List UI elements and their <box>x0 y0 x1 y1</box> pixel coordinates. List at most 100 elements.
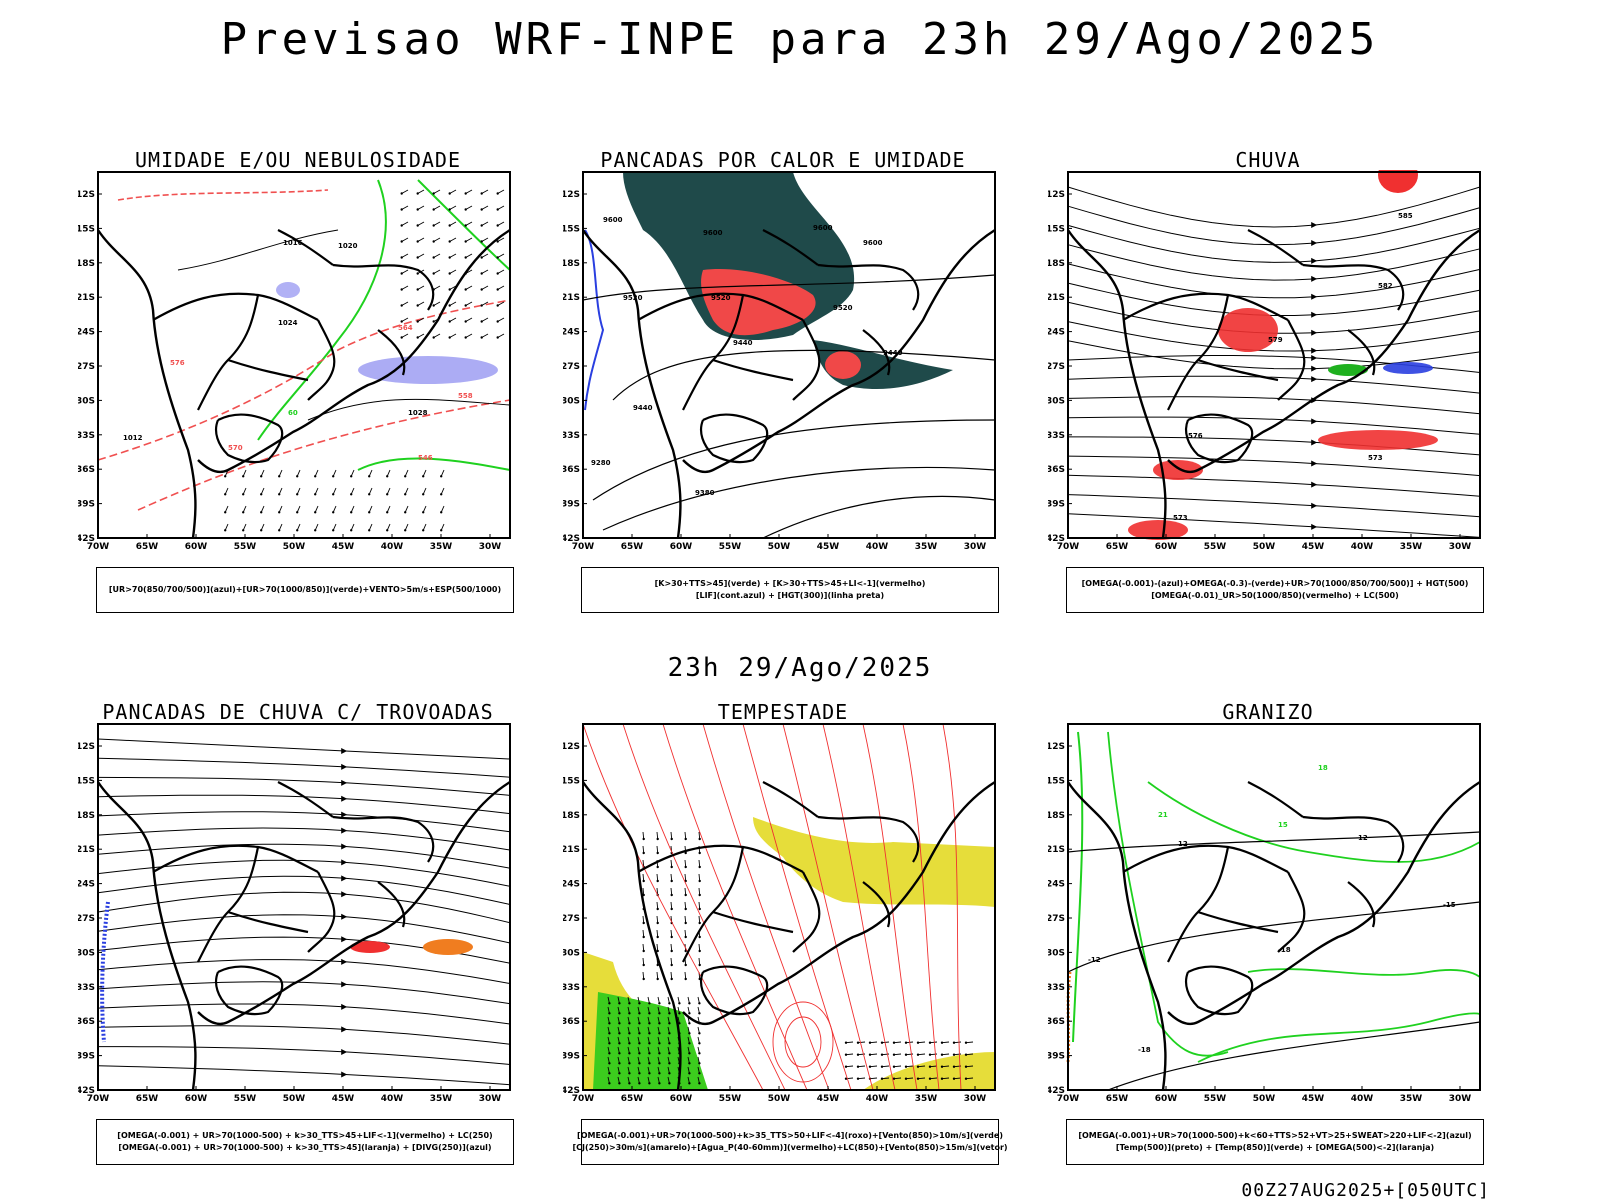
country-border <box>712 358 794 382</box>
wind-vector-head <box>332 493 335 496</box>
lon-tick-label: 40W <box>1351 1094 1374 1104</box>
wind-vector-head <box>224 475 227 478</box>
country-border <box>307 871 336 953</box>
temp-500-contour <box>1067 831 1481 853</box>
wind-vector <box>433 189 441 194</box>
coastline <box>582 228 996 539</box>
lat-tick-label: 18S <box>78 811 95 821</box>
flow-arrow <box>341 958 348 965</box>
humidity-contour <box>257 179 387 441</box>
wind-vector-head <box>658 1072 661 1075</box>
wind-vector-head <box>668 1052 671 1055</box>
wind-vector-head <box>464 256 467 259</box>
wind-vector-head <box>648 1032 651 1035</box>
humidity-contour <box>357 457 511 471</box>
streamline-850 <box>862 723 918 1091</box>
contour-label: 9520 <box>711 294 731 302</box>
streamline <box>1067 224 1481 263</box>
flow-arrow <box>341 763 348 770</box>
contour-label: 582 <box>1378 282 1393 290</box>
wind-vector-head <box>670 893 673 897</box>
wind-vector-head <box>432 320 435 323</box>
legend-box: [K>30+TTS>45](verde) + [K>30+TTS>45+LI<-… <box>581 567 999 613</box>
wind-vector-head <box>416 288 419 291</box>
wind-vector <box>465 253 473 258</box>
streamline <box>97 843 511 869</box>
wind-vector-head <box>698 1042 701 1045</box>
lat-tick-label: 39S <box>78 1052 95 1062</box>
lat-tick-label: 15S <box>563 776 580 786</box>
wind-vector <box>401 189 409 194</box>
flow-arrow <box>341 811 348 818</box>
lat-tick-label: 15S <box>563 224 580 234</box>
wind-vector-head <box>448 304 451 307</box>
lat-tick-label: 24S <box>563 328 580 338</box>
wind-vector-head <box>698 1072 701 1075</box>
wind-vector-head <box>464 336 467 339</box>
panel-pancadas-calor: PANCADAS POR CALOR E UMIDADE 9600 9600 960… <box>563 148 1003 628</box>
wind-vector-head <box>314 529 317 532</box>
flow-arrow <box>341 748 348 754</box>
wind-vector-head <box>698 935 701 939</box>
wind-vector-head <box>952 1041 956 1044</box>
wind-850-area <box>593 992 708 1090</box>
lat-tick-label: 24S <box>78 328 95 338</box>
flow-arrow <box>1311 439 1318 446</box>
wind-vector-head <box>628 1012 631 1015</box>
lat-tick-label: 12S <box>1048 742 1065 752</box>
wind-vector <box>481 221 489 226</box>
map-frame <box>1067 171 1481 539</box>
wind-vector-head <box>608 1042 611 1045</box>
country-border <box>862 881 891 928</box>
wind-vector-head <box>648 1052 651 1055</box>
panel-title: PANCADAS DE CHUVA C/ TROVOADAS <box>102 700 494 724</box>
wind-vector-head <box>642 851 645 855</box>
panel-title: CHUVA <box>1235 148 1301 172</box>
wind-vector-head <box>480 272 483 275</box>
lon-tick-label: 30W <box>479 542 502 552</box>
wind-vector-head <box>296 475 299 478</box>
lon-tick-label: 60W <box>1155 542 1178 552</box>
wind-vector-head <box>608 1012 611 1015</box>
wind-vector-head <box>638 1042 641 1045</box>
wind-vector-head <box>278 511 281 514</box>
panel-title: UMIDADE E/OU NEBULOSIDADE <box>134 148 462 172</box>
wind-vector <box>449 269 457 274</box>
wind-vector-head <box>952 1077 956 1080</box>
flow-arrow <box>1311 222 1318 229</box>
wind-vector <box>465 333 473 338</box>
wind-vector-head <box>260 529 263 532</box>
lon-tick-label: 60W <box>670 1094 693 1104</box>
lat-tick-label: 33S <box>1048 983 1065 993</box>
wind-vector-head <box>658 1062 661 1065</box>
lat-tick-label: 21S <box>563 845 580 855</box>
wind-vector-head <box>314 475 317 478</box>
country-border <box>1247 229 1304 266</box>
wind-vector-head <box>480 304 483 307</box>
lat-tick-label: 36S <box>563 465 580 475</box>
country-border <box>332 815 435 863</box>
wind-vector <box>497 285 505 290</box>
wind-vector-head <box>698 1032 701 1035</box>
lat-tick-label: 21S <box>1048 293 1065 303</box>
wind-vector-head <box>496 192 499 195</box>
wind-vector-head <box>448 272 451 275</box>
wind-vector <box>481 253 489 258</box>
lat-tick-label: 24S <box>1048 880 1065 890</box>
wind-vector <box>433 285 441 290</box>
wind-vector-head <box>952 1053 956 1056</box>
lon-tick-label: 30W <box>1449 1094 1472 1104</box>
flow-arrow <box>1311 239 1318 246</box>
lon-tick-label: 35W <box>430 542 453 552</box>
legend-line: [K>30+TTS>45](verde) + [K>30+TTS>45+LI<-… <box>654 579 926 588</box>
wind-vector-head <box>400 336 403 339</box>
wind-vector-head <box>698 1002 701 1005</box>
wind-vector-head <box>368 475 371 478</box>
contour-label: 585 <box>1398 212 1413 220</box>
lon-tick-label: 35W <box>915 1094 938 1104</box>
wind-vector-head <box>480 256 483 259</box>
wind-vector <box>497 221 505 226</box>
rain-area <box>1153 460 1203 480</box>
wind-vector-head <box>638 1012 641 1015</box>
wind-vector-head <box>698 879 701 883</box>
